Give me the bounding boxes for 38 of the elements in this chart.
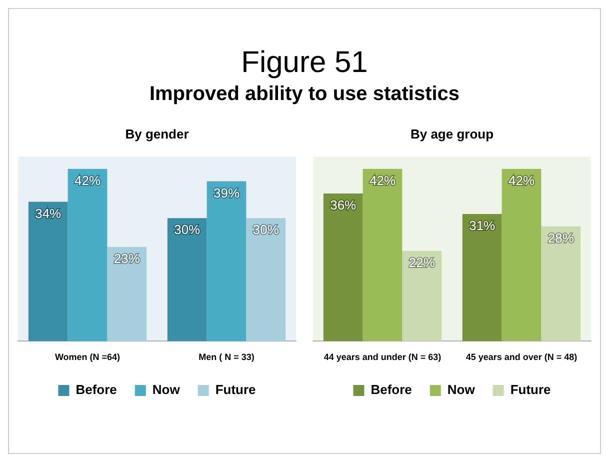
bar bbox=[68, 168, 107, 342]
bar bbox=[324, 194, 364, 342]
legend-label: Now bbox=[152, 382, 180, 398]
data-label: 34% bbox=[34, 206, 62, 221]
legend-label: Now bbox=[448, 382, 476, 398]
bar bbox=[28, 202, 68, 342]
caption: Figure 51 bbox=[240, 45, 369, 81]
data-label: 31% bbox=[469, 218, 496, 234]
data-label: 30% bbox=[174, 222, 200, 238]
chart-title: By gender bbox=[124, 126, 189, 142]
data-label: 22% bbox=[409, 255, 436, 270]
x-tick-label: 44 years and under (N = 63) bbox=[324, 352, 442, 362]
bar bbox=[167, 218, 207, 342]
bar bbox=[462, 214, 502, 342]
x-tick-label: Women (N =64) bbox=[54, 352, 120, 362]
legend-label: Future bbox=[215, 382, 256, 398]
data-label: 36% bbox=[330, 198, 357, 213]
bar bbox=[502, 168, 542, 342]
x-tick-label: 45 years and over (N = 48) bbox=[466, 352, 578, 362]
legend-label: Before bbox=[75, 382, 117, 398]
legend-label: Before bbox=[370, 382, 412, 398]
data-label: 30% bbox=[252, 222, 280, 238]
data-label: 42% bbox=[508, 172, 536, 188]
bar bbox=[246, 218, 286, 342]
bar bbox=[402, 250, 442, 342]
text: Improved ability to use statistics bbox=[148, 82, 461, 107]
bar bbox=[363, 168, 402, 342]
chart-title: By age group bbox=[410, 126, 494, 142]
bar bbox=[541, 226, 581, 342]
bar bbox=[206, 181, 246, 342]
legend-label: Future bbox=[510, 382, 552, 398]
bar bbox=[106, 246, 146, 342]
x-tick-label: Men ( N = 33) bbox=[198, 352, 254, 362]
data-label: 28% bbox=[548, 230, 575, 246]
data-label: 39% bbox=[213, 185, 240, 200]
data-label: 42% bbox=[370, 172, 396, 188]
data-label: 42% bbox=[74, 172, 101, 188]
data-label: 23% bbox=[114, 250, 140, 266]
